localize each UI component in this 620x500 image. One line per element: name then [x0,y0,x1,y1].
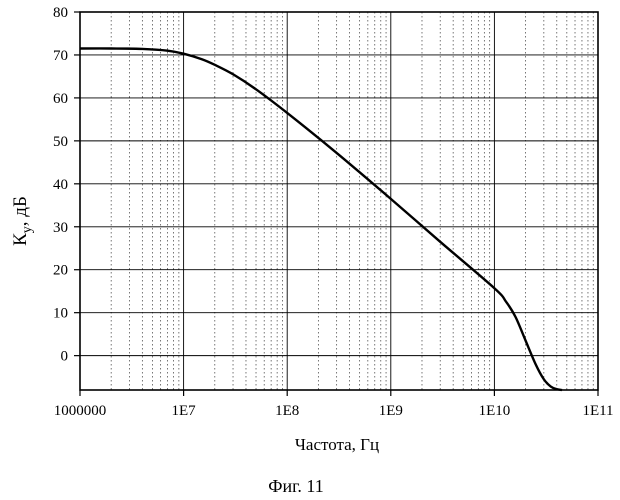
y-axis-label-unit: , дБ [10,196,31,226]
y-tick-label: 10 [53,306,68,322]
plot-frame [80,12,598,390]
y-tick-labels: 0 10 20 30 40 50 60 70 80 [53,5,68,365]
x-tick-label: 1E8 [275,403,299,419]
y-tick-label: 50 [53,134,68,150]
y-tick-label: 40 [53,177,68,193]
y-tick-label: 80 [53,5,68,21]
x-tick-label: 1E7 [172,403,197,419]
x-tick-labels: 1000000 1E7 1E8 1E9 1E10 1E11 [54,403,614,419]
series-line [80,48,562,390]
x-tick-label: 1E11 [582,403,613,419]
y-tick-label: 60 [53,91,68,107]
x-tick-label: 1000000 [54,403,107,419]
y-axis-label: Ку, дБ [10,196,35,246]
y-axis-label-main: К [10,233,31,246]
major-grid [80,12,598,390]
y-tick-label: 20 [53,263,68,279]
x-tick-label: 1E10 [479,403,511,419]
figure-caption: Фиг. 11 [268,476,324,496]
y-tick-label: 0 [61,349,69,365]
y-tick-label: 70 [53,48,68,64]
x-tick-label: 1E9 [379,403,403,419]
y-tick-label: 30 [53,220,68,236]
x-axis-label: Частота, Гц [295,435,379,454]
y-axis-label-subscript: у [20,226,35,233]
